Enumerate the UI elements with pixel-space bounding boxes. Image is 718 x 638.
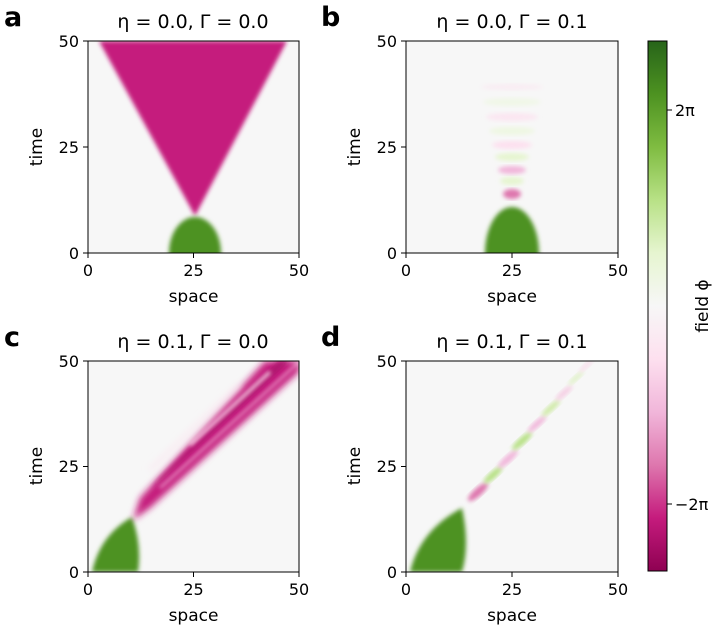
band [498, 449, 518, 469]
panel-b: b η = 0.0, Γ = 0.1 0 25 50 [321, 2, 628, 307]
band [492, 141, 532, 149]
panel-letter-a: a [4, 2, 22, 33]
band [541, 399, 561, 417]
panel-letter-b: b [321, 2, 340, 33]
y-tick-label: 50 [59, 32, 79, 51]
x-tick-label: 25 [183, 580, 203, 599]
y-tick-label: 0 [387, 563, 397, 582]
positive-lobe [410, 508, 466, 572]
y-tick-label: 25 [377, 457, 397, 476]
panel-title: η = 0.0, Γ = 0.0 [117, 11, 268, 33]
panel-title: η = 0.1, Γ = 0.1 [436, 331, 587, 353]
y-axis-label: time [345, 128, 365, 166]
y-tick-label: 50 [59, 352, 79, 371]
x-axis-label: space [169, 606, 219, 626]
band [486, 113, 538, 121]
heatmap-d [410, 361, 593, 572]
heatmap-a [99, 41, 287, 253]
y-axis-label: time [27, 447, 47, 485]
y-axis-label: time [27, 128, 47, 166]
band [489, 127, 535, 135]
colorbar-tick-label: 2π [675, 101, 695, 120]
y-axis-label: time [345, 447, 365, 485]
y-tick-label: 25 [59, 457, 79, 476]
panel-c: c η = 0.1, Γ = 0.0 0 25 50 0 25 50 [4, 322, 309, 626]
x-tick-label: 50 [608, 580, 628, 599]
positive-lobe [485, 207, 539, 253]
colorbar-gradient [647, 40, 668, 572]
y-tick-label: 25 [377, 138, 397, 157]
panel-letter-c: c [4, 322, 20, 353]
heatmap-c [92, 361, 299, 572]
band [467, 482, 489, 502]
y-tick-label: 25 [59, 138, 79, 157]
x-tick-label: 50 [289, 580, 309, 599]
y-tick-label: 50 [377, 352, 397, 371]
x-tick-label: 25 [183, 261, 203, 280]
colorbar-tick-label: −2π [675, 495, 709, 514]
panel-d: d η = 0.1, Γ = 0.1 0 25 50 [321, 322, 628, 626]
band [555, 385, 573, 401]
x-ticks: 0 25 50 [401, 572, 628, 599]
x-tick-label: 25 [502, 261, 522, 280]
x-ticks: 0 25 50 [401, 253, 628, 280]
x-tick-label: 50 [608, 261, 628, 280]
positive-lobe [169, 217, 221, 253]
x-axis-label: space [487, 606, 537, 626]
panel-letter-d: d [321, 322, 340, 353]
x-tick-label: 0 [401, 580, 411, 599]
band-stripe [188, 370, 272, 447]
y-ticks: 0 25 50 [377, 352, 406, 582]
y-ticks: 0 25 50 [59, 352, 88, 582]
x-ticks: 0 25 50 [83, 572, 309, 599]
x-axis-label: space [169, 287, 219, 307]
y-ticks: 0 25 50 [59, 32, 88, 263]
band [498, 166, 526, 174]
band [568, 371, 584, 385]
x-tick-label: 0 [83, 261, 93, 280]
y-tick-label: 0 [387, 244, 397, 263]
band [512, 431, 532, 451]
negative-band-core [150, 361, 290, 490]
y-ticks: 0 25 50 [377, 32, 406, 263]
panel-title: η = 0.1, Γ = 0.0 [117, 331, 268, 353]
x-tick-label: 0 [401, 261, 411, 280]
band [579, 361, 593, 373]
y-tick-label: 0 [69, 244, 79, 263]
band [527, 415, 547, 433]
band [495, 153, 529, 161]
band [483, 98, 541, 106]
y-tick-label: 50 [377, 32, 397, 51]
x-axis-label: space [487, 287, 537, 307]
band [503, 189, 521, 199]
x-tick-label: 0 [83, 580, 93, 599]
panel-title: η = 0.0, Γ = 0.1 [436, 11, 587, 33]
negative-cone [99, 41, 287, 216]
x-ticks: 0 25 50 [83, 253, 309, 280]
band [483, 466, 503, 484]
colorbar: 2π −2π field ϕ [647, 40, 713, 572]
x-tick-label: 50 [289, 261, 309, 280]
x-tick-label: 25 [502, 580, 522, 599]
panel-a: a η = 0.0, Γ = 0.0 0 25 50 0 25 50 space… [4, 2, 309, 307]
band-stripe [148, 382, 242, 472]
colorbar-label: field ϕ [693, 279, 713, 332]
band [481, 84, 543, 90]
band [500, 177, 524, 185]
band-stripe [159, 361, 299, 489]
heatmap-b [481, 84, 543, 253]
positive-lobe [92, 517, 140, 572]
y-tick-label: 0 [69, 563, 79, 582]
